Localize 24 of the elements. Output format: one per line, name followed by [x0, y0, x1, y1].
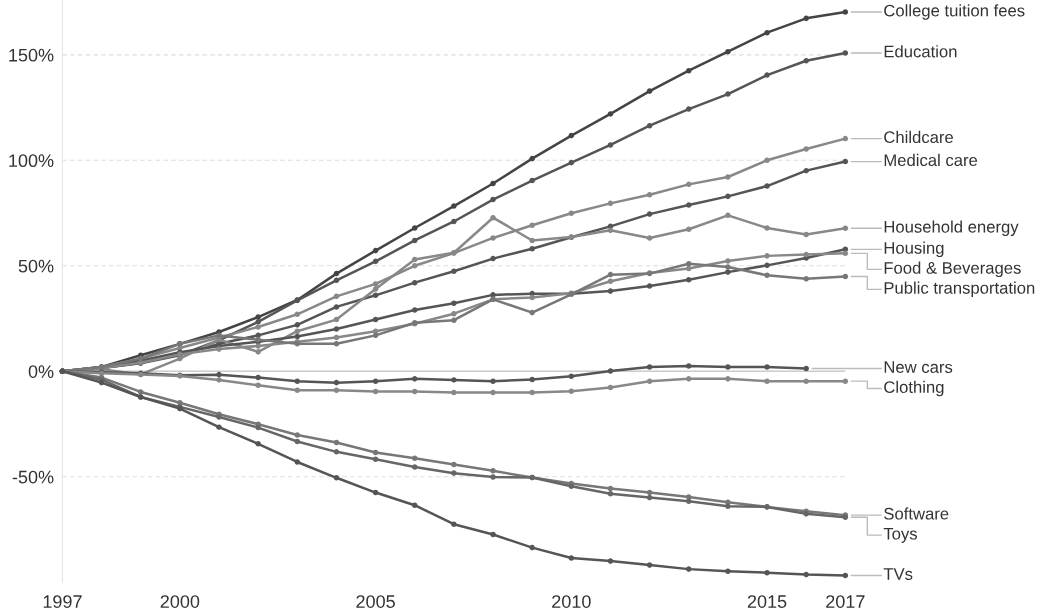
- text: TVs: [883, 568, 913, 580]
- x-tick-label: 2010: [552, 595, 591, 608]
- y-tick-label: 50%: [18, 259, 54, 273]
- y-tick-label: 0%: [28, 365, 54, 378]
- y-tick-label: 100%: [9, 154, 54, 168]
- text: Software: [884, 507, 949, 520]
- text: Housing: [884, 241, 944, 258]
- text: Household energy: [884, 220, 1019, 237]
- text: Food & Beverages: [884, 261, 1021, 278]
- x-tick-label: 2000: [160, 595, 200, 608]
- x-tick-label: 2015: [747, 595, 787, 608]
- text: Medical care: [884, 153, 978, 167]
- text: Clothing: [884, 380, 944, 397]
- text: Education: [884, 45, 957, 58]
- y-tick-label: 150%: [9, 48, 54, 62]
- text: Toys: [883, 527, 917, 543]
- text: Childcare: [884, 130, 953, 144]
- x-tick-label: 1997: [43, 595, 82, 608]
- x-tick-label: 2005: [356, 595, 395, 608]
- y-tick-label: -50%: [12, 470, 54, 484]
- text: New cars: [884, 361, 953, 373]
- text: Public transportation: [884, 281, 1035, 298]
- text: College tuition fees: [884, 4, 1025, 20]
- x-tick-label: 2017: [826, 595, 865, 608]
